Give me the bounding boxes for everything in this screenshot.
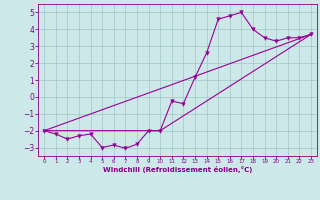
- X-axis label: Windchill (Refroidissement éolien,°C): Windchill (Refroidissement éolien,°C): [103, 166, 252, 173]
